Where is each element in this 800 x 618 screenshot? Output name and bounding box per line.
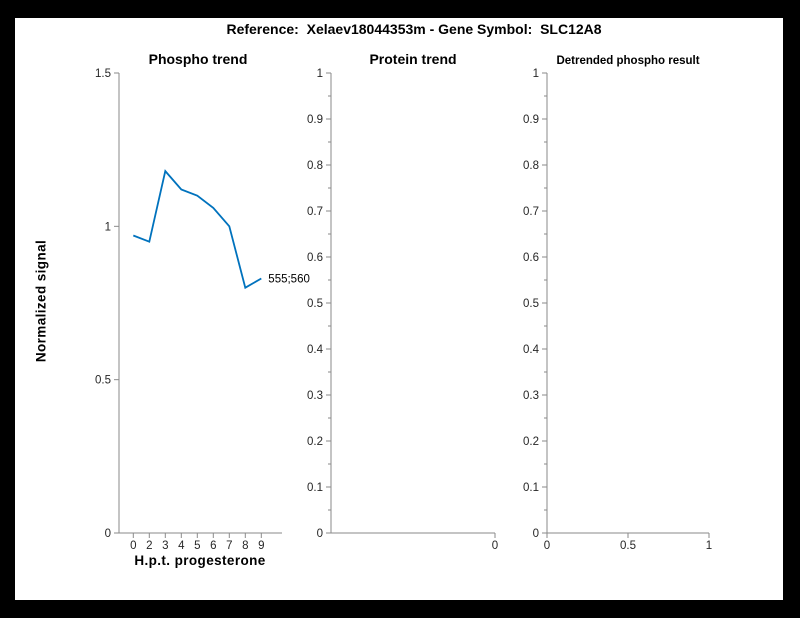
x-tick-label: 5: [194, 540, 200, 552]
y-tick-label: 0.6: [523, 252, 539, 264]
y-tick-label: 0.7: [307, 206, 323, 218]
figure-title: Reference: Xelaev18044353m - Gene Symbol…: [226, 21, 602, 37]
series-end-label: 555;560: [268, 273, 310, 285]
y-tick-label: 0.1: [307, 482, 323, 494]
plots-canvas: 00.511.50 2 3 4 5 6 7 8 9555;56000.10.20.30.40.5…: [95, 68, 712, 552]
x-tick-label: 0: [130, 540, 136, 552]
y-tick-label: 1: [317, 68, 323, 80]
plot1-title: Phospho trend: [148, 51, 248, 67]
x-tick-label: 3: [162, 540, 168, 552]
plot1-x-axis-label: H.p.t. progesterone: [134, 553, 266, 568]
data-line: [132, 169, 262, 290]
x-tick-label: 1: [706, 540, 712, 552]
y-tick-label: 0.2: [307, 436, 323, 448]
x-tick-label: 9: [258, 540, 264, 552]
x-tick-label: 0: [544, 540, 550, 552]
y-tick-label: 1: [533, 68, 539, 80]
plot2-title: Protein trend: [369, 51, 457, 67]
y-tick-label: 0.2: [523, 436, 539, 448]
y-tick-label: 0.4: [307, 344, 324, 356]
x-tick-label: 0.5: [620, 540, 636, 552]
y-tick-label: 0.5: [523, 298, 539, 310]
x-tick-label: 0: [492, 540, 498, 552]
y-tick-label: 1: [105, 221, 111, 233]
y-tick-label: 1.5: [95, 68, 111, 80]
y-tick-label: 0.3: [523, 390, 539, 402]
x-tick-label: 7: [226, 540, 232, 552]
x-tick-label: 8: [242, 540, 248, 552]
y-tick-label: 0.8: [523, 160, 539, 172]
y-tick-label: 0.7: [523, 206, 539, 218]
y-tick-label: 0: [533, 528, 539, 540]
x-tick-label: 2: [146, 540, 152, 552]
x-tick-label: 4: [178, 540, 185, 552]
y-tick-label: 0.5: [307, 298, 323, 310]
y-tick-label: 0.6: [307, 252, 323, 264]
plot3-title: Detrended phospho result: [556, 55, 700, 67]
y-tick-label: 0.5: [95, 375, 111, 387]
y-tick-label: 0.8: [307, 160, 323, 172]
y-tick-label: 0.9: [307, 114, 323, 126]
figure-canvas: Reference: Xelaev18044353m - Gene Symbol…: [15, 18, 783, 600]
y-tick-label: 0.1: [523, 482, 539, 494]
y-tick-label: 0: [317, 528, 323, 540]
y-tick-label: 0.9: [523, 114, 539, 126]
y-tick-label: 0: [105, 528, 111, 540]
y-tick-label: 0.3: [307, 390, 323, 402]
y-tick-label: 0.4: [523, 344, 540, 356]
x-tick-label: 6: [210, 540, 216, 552]
